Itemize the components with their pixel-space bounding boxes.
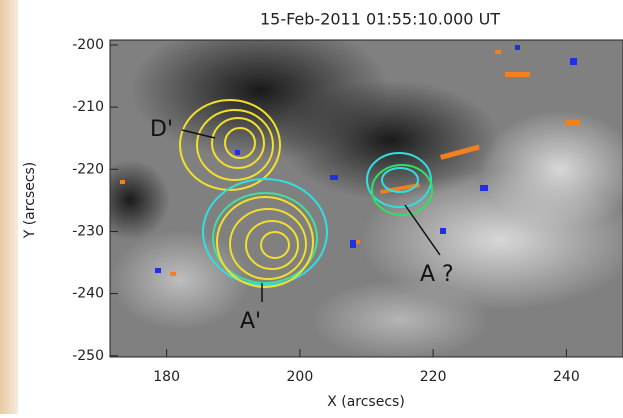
y-tick-label: -210 [72, 99, 104, 115]
y-tick-label: -230 [72, 223, 104, 239]
chart: 15-Feb-2011 01:55:10.000 UT X (arcsecs) … [0, 0, 623, 414]
annotation: D' [150, 117, 173, 142]
chart-title: 15-Feb-2011 01:55:10.000 UT [260, 10, 500, 29]
x-axis-label: X (arcsecs) [327, 394, 405, 410]
annotation: A' [240, 309, 261, 334]
y-tick-label: -250 [72, 348, 104, 364]
y-tick-label: -240 [72, 286, 104, 302]
x-tick-label: 240 [553, 369, 580, 385]
side-strip [0, 0, 18, 414]
x-tick-label: 200 [287, 369, 314, 385]
x-tick-label: 180 [153, 369, 180, 385]
y-tick-label: -220 [72, 161, 104, 177]
y-tick-label: -200 [72, 37, 104, 53]
x-tick-label: 220 [420, 369, 447, 385]
annotation: A ? [420, 262, 454, 287]
y-axis-label: Y (arcsecs) [22, 162, 38, 240]
solar-image [90, 20, 623, 360]
